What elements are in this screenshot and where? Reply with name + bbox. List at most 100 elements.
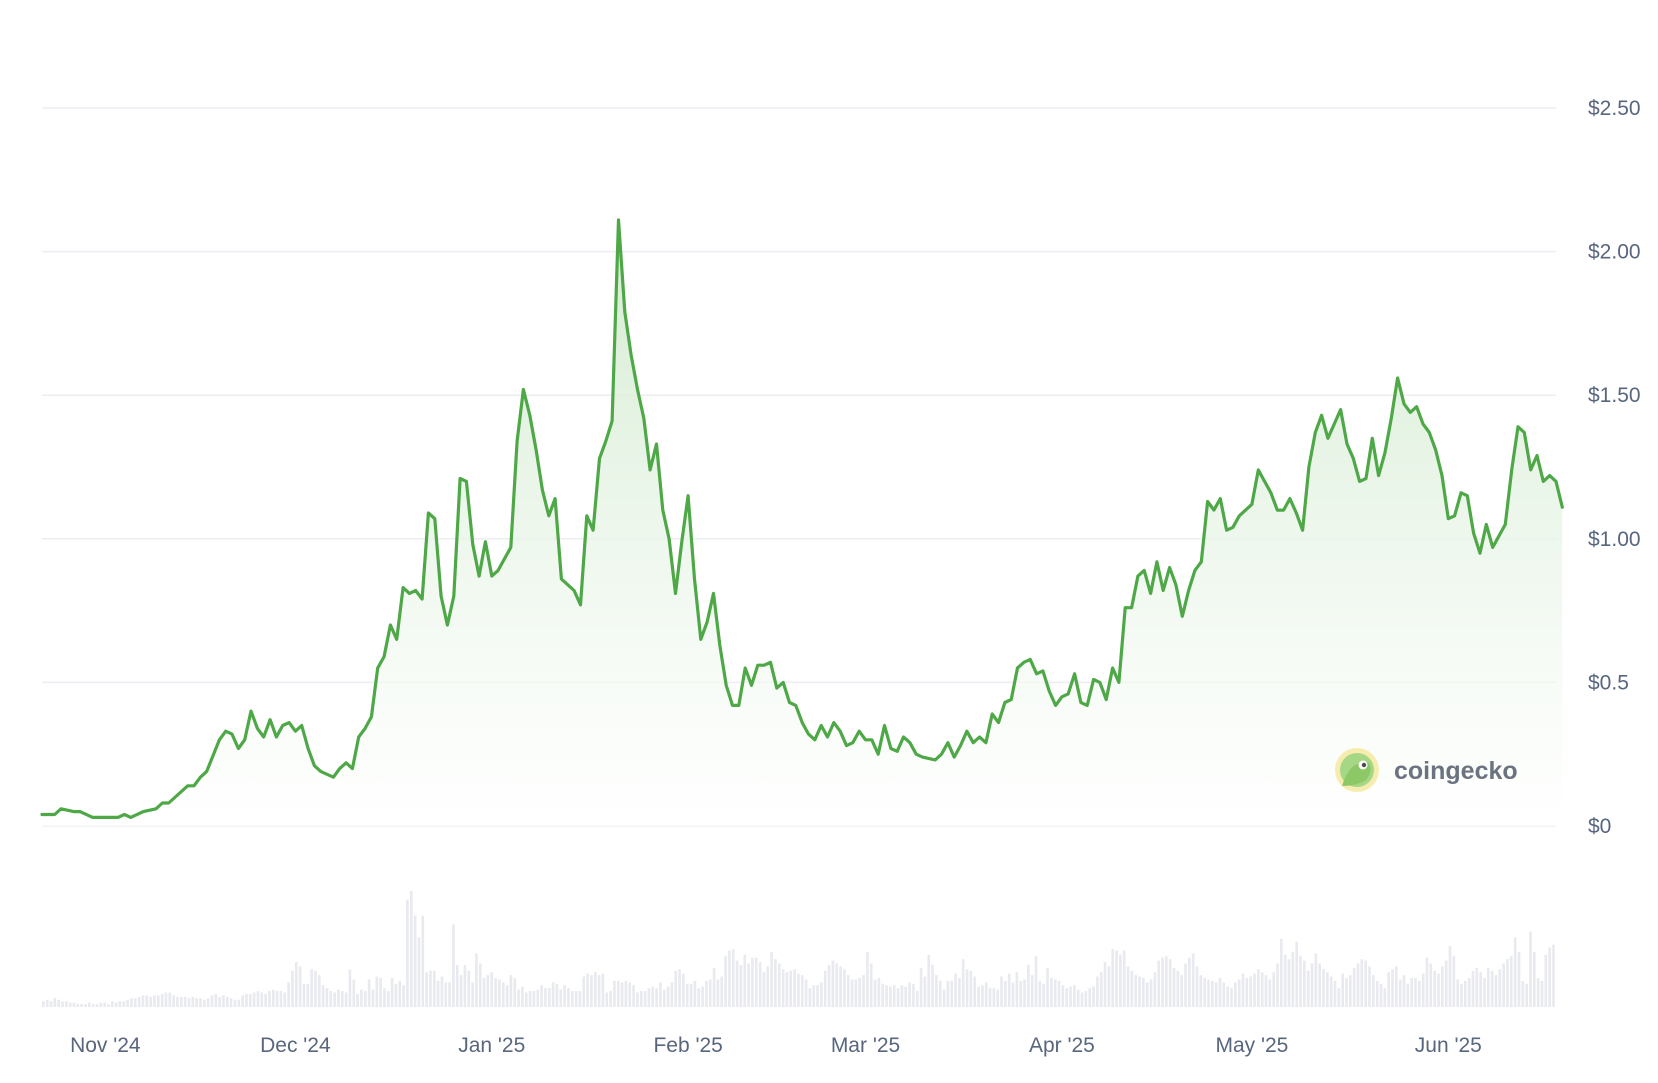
volume-bar bbox=[517, 989, 520, 1007]
volume-bar bbox=[751, 957, 754, 1007]
volume-bar bbox=[283, 992, 287, 1007]
volume-bar bbox=[294, 962, 298, 1007]
volume-bar bbox=[1372, 975, 1375, 1007]
volume-bar bbox=[601, 973, 605, 1007]
volume-bar bbox=[961, 959, 965, 1007]
volume-bar bbox=[1391, 969, 1394, 1007]
volume-bar bbox=[1103, 962, 1107, 1007]
volume-bar bbox=[1122, 950, 1126, 1007]
volume-bar bbox=[877, 978, 881, 1007]
volume-bar bbox=[597, 975, 601, 1007]
volume-bar bbox=[455, 964, 459, 1007]
volume-bar bbox=[1326, 972, 1329, 1007]
volume-bar bbox=[467, 970, 471, 1007]
volume-bar bbox=[275, 991, 279, 1007]
price-line-group[interactable] bbox=[40, 218, 1564, 819]
volume-bar bbox=[919, 967, 923, 1007]
volume-bar bbox=[1352, 967, 1356, 1007]
volume-bar bbox=[1303, 960, 1306, 1007]
volume-bar bbox=[1050, 978, 1053, 1007]
volume-bar bbox=[486, 975, 490, 1007]
volume-bar bbox=[800, 975, 804, 1007]
volume-bar bbox=[544, 988, 547, 1007]
volume-bar bbox=[984, 982, 988, 1007]
volume-bar bbox=[1448, 946, 1452, 1007]
volume-bar bbox=[130, 998, 133, 1007]
volume-bar bbox=[858, 978, 862, 1007]
volume-bar bbox=[187, 998, 191, 1007]
volume-bar bbox=[1000, 976, 1003, 1007]
volume-bar bbox=[586, 973, 589, 1007]
volume-bar bbox=[1134, 975, 1138, 1007]
volume-bar bbox=[808, 988, 812, 1007]
x-tick-label: Mar '25 bbox=[831, 1034, 900, 1057]
volume-bar bbox=[1280, 938, 1283, 1007]
volume-bar bbox=[1521, 980, 1525, 1007]
volume-bar bbox=[371, 989, 375, 1007]
volume-bar bbox=[1165, 956, 1168, 1007]
volume-bar bbox=[1276, 963, 1279, 1007]
volume-bar bbox=[1506, 959, 1509, 1007]
volume-bar bbox=[298, 966, 302, 1007]
volume-bar bbox=[674, 970, 678, 1007]
volume-bar bbox=[1080, 992, 1084, 1007]
volume-bar bbox=[1364, 960, 1367, 1007]
volume-bar bbox=[605, 992, 609, 1007]
volume-bar bbox=[1237, 979, 1241, 1007]
volume-bar bbox=[1529, 931, 1532, 1007]
volume-bar bbox=[835, 963, 839, 1007]
volume-bar bbox=[110, 1001, 114, 1007]
volume-bar bbox=[1076, 989, 1080, 1007]
volume-bar bbox=[869, 963, 873, 1007]
volume-bar bbox=[183, 996, 187, 1007]
volume-bar bbox=[739, 964, 743, 1007]
volume-bar bbox=[57, 999, 60, 1007]
volume-bar bbox=[160, 993, 164, 1007]
volume-bar bbox=[862, 975, 865, 1007]
volume-bar bbox=[521, 986, 524, 1007]
volume-bar bbox=[1092, 986, 1095, 1007]
volume-bar bbox=[1226, 986, 1230, 1007]
volume-bar bbox=[1168, 959, 1172, 1007]
volume-bar bbox=[662, 989, 666, 1007]
volume-bar bbox=[1065, 988, 1069, 1007]
volume-bar bbox=[448, 982, 451, 1007]
volume-bar bbox=[279, 991, 283, 1007]
price-area-fill bbox=[42, 220, 1563, 826]
volume-bar bbox=[981, 985, 984, 1007]
volume-bar bbox=[1498, 969, 1502, 1007]
price-area bbox=[42, 220, 1563, 826]
volume-bar bbox=[655, 988, 658, 1007]
volume-bar bbox=[107, 1004, 110, 1007]
volume-bar bbox=[333, 992, 336, 1007]
volume-bar bbox=[172, 995, 175, 1007]
volume-bar bbox=[1341, 973, 1344, 1007]
y-tick-label: $1.00 bbox=[1588, 528, 1641, 551]
volume-bar bbox=[969, 970, 973, 1007]
volume-bar bbox=[912, 983, 915, 1007]
volume-bar bbox=[225, 996, 229, 1007]
volume-bar bbox=[1429, 963, 1433, 1007]
volume-bar bbox=[103, 1002, 106, 1007]
volume-bar bbox=[1349, 975, 1352, 1007]
volume-bar bbox=[866, 951, 869, 1007]
volume-bar bbox=[156, 995, 160, 1007]
volume-bar bbox=[126, 999, 129, 1007]
price-line[interactable] bbox=[40, 218, 1564, 819]
volume-bar bbox=[1418, 980, 1421, 1007]
volume-bar bbox=[1525, 983, 1528, 1007]
x-tick-label: Jan '25 bbox=[458, 1034, 525, 1057]
volume-bar bbox=[1195, 966, 1199, 1007]
volume-bar bbox=[559, 989, 563, 1007]
volume-bar bbox=[1318, 963, 1321, 1007]
volume-bar bbox=[91, 1004, 95, 1007]
volume-bar bbox=[149, 996, 152, 1007]
volume-bar bbox=[973, 976, 977, 1007]
volume-bar bbox=[854, 979, 858, 1007]
x-axis-labels: Nov '24 Dec '24 Jan '25 Feb '25 Mar '25 Apr '… bbox=[70, 1034, 1482, 1057]
volume-bar bbox=[436, 980, 440, 1007]
volume-bar bbox=[363, 991, 367, 1007]
y-tick-label: $2.50 bbox=[1588, 97, 1641, 120]
volume-bar bbox=[145, 995, 149, 1007]
